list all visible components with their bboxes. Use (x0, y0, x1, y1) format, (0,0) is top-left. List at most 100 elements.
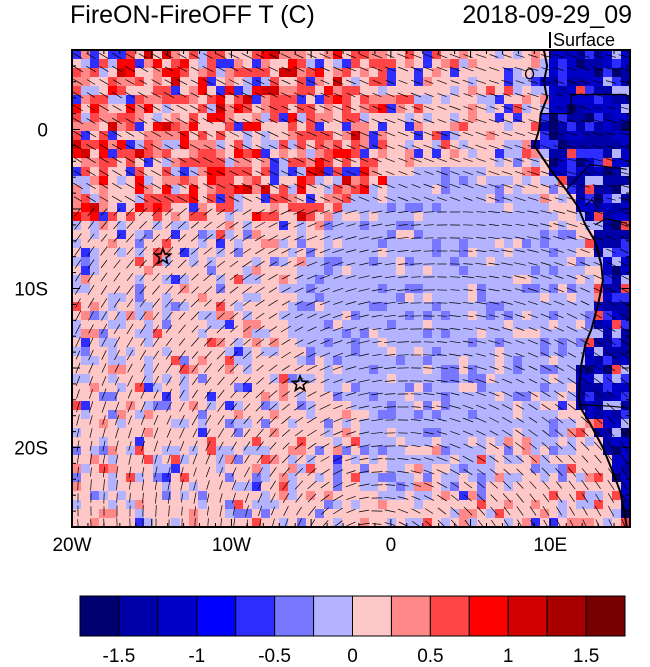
wind-vector (593, 390, 603, 398)
wind-vector (540, 339, 552, 345)
wind-vector (167, 479, 171, 491)
wind-vector (569, 494, 575, 502)
wind-vector (449, 328, 461, 330)
wind-vector (477, 481, 485, 489)
wind-vector (488, 288, 500, 292)
wind-vector (606, 403, 616, 411)
wind-vector (553, 158, 565, 162)
wind-vector (423, 380, 435, 382)
wind-vector (243, 325, 251, 333)
wind-vector (190, 337, 200, 347)
wind-vector (167, 466, 171, 478)
wind-vector (463, 468, 473, 476)
wind-vector (567, 339, 577, 345)
wind-vector (529, 442, 537, 450)
wind-vector (358, 92, 370, 98)
wind-vector (371, 392, 383, 396)
wind-vector (580, 339, 590, 345)
wind-vector (293, 92, 305, 98)
wind-vector (180, 479, 184, 491)
wind-vector (423, 418, 435, 422)
wind-vector (125, 65, 135, 73)
wind-vector (320, 131, 330, 137)
wind-vector (488, 327, 500, 331)
wind-vector (111, 143, 123, 151)
wind-vector (594, 365, 602, 371)
wind-vector (449, 196, 461, 202)
wind-vector (345, 327, 357, 331)
wind-vector (306, 79, 318, 85)
wind-vector (296, 506, 302, 516)
wind-vector (501, 223, 513, 227)
wind-vector (137, 65, 149, 73)
wind-vector (593, 441, 603, 451)
wind-vector (501, 171, 513, 175)
wind-vector (529, 493, 537, 503)
wind-vector (476, 211, 486, 213)
wind-vector (307, 429, 317, 437)
wind-vector (580, 352, 590, 358)
wind-vector (191, 273, 199, 281)
wind-vector (138, 170, 148, 176)
wind-vector (540, 313, 552, 319)
wind-vector (502, 158, 512, 162)
wind-vector (202, 131, 214, 137)
wind-vector (229, 105, 239, 111)
wind-vector (154, 480, 158, 490)
wind-vector (541, 132, 551, 136)
wind-vector (358, 340, 370, 344)
wind-vector (501, 249, 513, 253)
wind-vector (254, 92, 266, 98)
wind-vector (218, 467, 224, 477)
wind-vector (306, 131, 318, 137)
wind-vector (280, 325, 292, 333)
wind-vector (475, 92, 487, 98)
wind-vector (359, 327, 369, 331)
wind-vector (190, 298, 200, 308)
wind-vector (385, 79, 395, 85)
wind-vector (449, 353, 461, 357)
wind-vector (514, 66, 526, 72)
wind-vector (554, 313, 564, 319)
wind-vector (451, 482, 459, 488)
wind-vector (219, 480, 223, 490)
wind-vector (332, 183, 344, 189)
wind-vector (112, 105, 122, 111)
wind-vector (255, 312, 265, 320)
wind-vector (267, 131, 279, 137)
wind-vector (241, 79, 253, 85)
wind-vector (372, 131, 382, 137)
wind-vector (463, 443, 473, 449)
wind-vector (358, 483, 370, 487)
country-border (540, 93, 627, 115)
wind-vector (581, 429, 589, 437)
wind-vector (358, 522, 370, 526)
wind-vector (72, 91, 84, 99)
colorbar-swatch (79, 595, 120, 637)
wind-vector (515, 223, 525, 227)
wind-vector (346, 92, 356, 98)
wind-vector (320, 430, 330, 436)
wind-vector (462, 237, 474, 239)
wind-vector (164, 144, 174, 150)
wind-vector (463, 158, 473, 162)
wind-vector (608, 519, 613, 527)
wind-vector (580, 377, 590, 385)
wind-vector (177, 259, 187, 269)
wind-vector (217, 389, 225, 399)
wind-vector (85, 130, 97, 138)
wind-vector (192, 428, 198, 438)
wind-vector (449, 105, 461, 111)
wind-vector (371, 484, 383, 486)
wind-vector (581, 390, 589, 398)
wind-vector (488, 144, 500, 150)
wind-vector (152, 272, 160, 282)
wind-vector (255, 338, 265, 346)
wind-vector (216, 66, 226, 72)
wind-vector (205, 428, 211, 438)
wind-vector (113, 298, 121, 308)
wind-vector (255, 209, 265, 215)
wind-vector (267, 157, 279, 163)
wind-vector (191, 325, 199, 333)
wind-vector (503, 468, 511, 476)
